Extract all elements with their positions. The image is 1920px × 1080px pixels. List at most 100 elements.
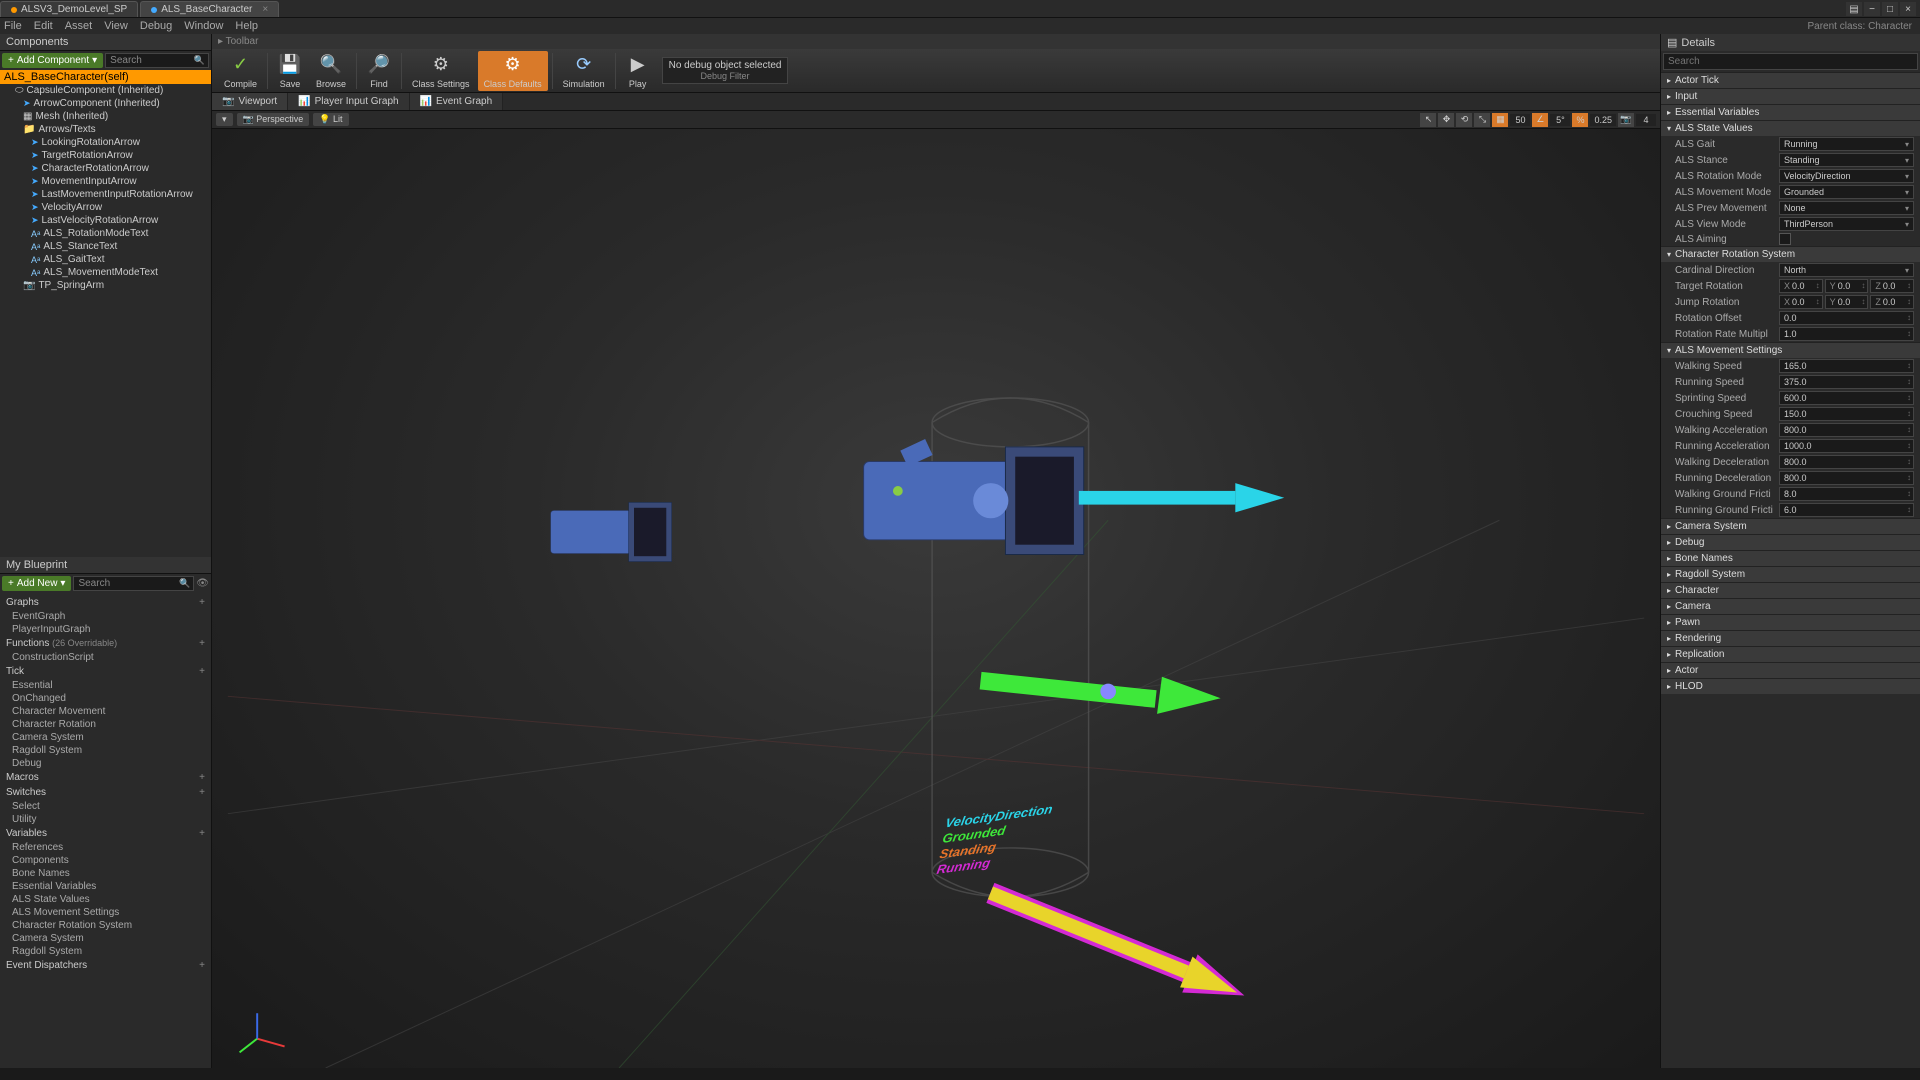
- num-rot-offset[interactable]: 0.0: [1779, 311, 1914, 325]
- component-item[interactable]: ➤ ArrowComponent (Inherited): [0, 97, 211, 110]
- bp-item[interactable]: Select: [0, 800, 211, 813]
- translate-mode[interactable]: ✥: [1438, 113, 1454, 127]
- bp-category[interactable]: Variables+: [0, 826, 211, 841]
- compile-button[interactable]: ✓Compile: [218, 51, 263, 91]
- bp-item[interactable]: Utility: [0, 813, 211, 826]
- bp-item[interactable]: Debug: [0, 757, 211, 770]
- cat-camera-system[interactable]: Camera System: [1661, 518, 1920, 534]
- component-item[interactable]: Aᵃ ALS_RotationModeText: [0, 227, 211, 240]
- viewport-menu[interactable]: ▾: [216, 113, 233, 126]
- menu-edit[interactable]: Edit: [34, 20, 53, 32]
- component-root[interactable]: ALS_BaseCharacter(self): [0, 70, 211, 84]
- bp-category[interactable]: Macros+: [0, 770, 211, 785]
- component-item[interactable]: ➤ TargetRotationArrow: [0, 149, 211, 162]
- check-aiming[interactable]: [1779, 233, 1791, 245]
- jump-rot-y[interactable]: Y0.0: [1825, 295, 1869, 309]
- close-button[interactable]: ×: [1900, 2, 1916, 16]
- combo-stance[interactable]: Standing: [1779, 153, 1914, 167]
- bp-item[interactable]: Ragdoll System: [0, 945, 211, 958]
- details-search[interactable]: [1663, 53, 1918, 70]
- bp-item[interactable]: Essential Variables: [0, 880, 211, 893]
- cat-actor[interactable]: Actor: [1661, 662, 1920, 678]
- rotate-mode[interactable]: ⟲: [1456, 113, 1472, 127]
- num-crouch-speed[interactable]: 150.0: [1779, 407, 1914, 421]
- components-search[interactable]: Search: [105, 53, 209, 68]
- simulation-button[interactable]: ⟳Simulation: [557, 51, 611, 91]
- num-walk-speed[interactable]: 165.0: [1779, 359, 1914, 373]
- bp-item[interactable]: ConstructionScript: [0, 651, 211, 664]
- jump-rot-x[interactable]: X0.0: [1779, 295, 1823, 309]
- camera-speed-icon[interactable]: 📷: [1618, 113, 1634, 127]
- target-rot-x[interactable]: X0.0: [1779, 279, 1823, 293]
- console-icon[interactable]: ▤: [1846, 2, 1862, 16]
- component-item[interactable]: Aᵃ ALS_StanceText: [0, 240, 211, 253]
- tab-viewport[interactable]: 📷 Viewport: [212, 93, 288, 110]
- cat-rendering[interactable]: Rendering: [1661, 630, 1920, 646]
- cat-replication[interactable]: Replication: [1661, 646, 1920, 662]
- num-rot-rate[interactable]: 1.0: [1779, 327, 1914, 341]
- combo-prevmove[interactable]: None: [1779, 201, 1914, 215]
- bp-category[interactable]: Functions (26 Overridable)+: [0, 636, 211, 651]
- cat-actor-tick[interactable]: Actor Tick: [1661, 72, 1920, 88]
- bp-category[interactable]: Event Dispatchers+: [0, 958, 211, 973]
- component-item[interactable]: ➤ LastVelocityRotationArrow: [0, 214, 211, 227]
- scale-snap-value[interactable]: 0.25: [1590, 114, 1616, 126]
- component-item[interactable]: 📷 TP_SpringArm: [0, 279, 211, 292]
- bp-category[interactable]: Switches+: [0, 785, 211, 800]
- bp-item[interactable]: Character Movement: [0, 705, 211, 718]
- bp-item[interactable]: Essential: [0, 679, 211, 692]
- bp-item[interactable]: Camera System: [0, 932, 211, 945]
- class-defaults-button[interactable]: ⚙Class Defaults: [478, 51, 548, 91]
- cat-essential-vars[interactable]: Essential Variables: [1661, 104, 1920, 120]
- component-item[interactable]: 📁 Arrows/Texts: [0, 123, 211, 136]
- menu-debug[interactable]: Debug: [140, 20, 172, 32]
- bp-category[interactable]: Tick+: [0, 664, 211, 679]
- play-button[interactable]: ▶Play: [620, 51, 656, 91]
- bp-item[interactable]: Character Rotation: [0, 718, 211, 731]
- menu-file[interactable]: File: [4, 20, 22, 32]
- tab-player-input[interactable]: 📊 Player Input Graph: [288, 93, 409, 110]
- cat-state-values[interactable]: ALS State Values: [1661, 120, 1920, 136]
- cat-character[interactable]: Character: [1661, 582, 1920, 598]
- cat-pawn[interactable]: Pawn: [1661, 614, 1920, 630]
- bp-item[interactable]: Bone Names: [0, 867, 211, 880]
- angle-snap-toggle[interactable]: ∠: [1532, 113, 1548, 127]
- camera-speed-value[interactable]: 4: [1636, 114, 1656, 126]
- combo-rotmode[interactable]: VelocityDirection: [1779, 169, 1914, 183]
- cat-bone-names[interactable]: Bone Names: [1661, 550, 1920, 566]
- tab-blueprint[interactable]: ALS_BaseCharacter×: [140, 1, 279, 17]
- jump-rot-z[interactable]: Z0.0: [1870, 295, 1914, 309]
- perspective-button[interactable]: 📷 Perspective: [237, 113, 310, 126]
- component-item[interactable]: ➤ MovementInputArrow: [0, 175, 211, 188]
- cat-hlod[interactable]: HLOD: [1661, 678, 1920, 694]
- tab-level[interactable]: ALSV3_DemoLevel_SP: [0, 1, 138, 17]
- bp-item[interactable]: EventGraph: [0, 610, 211, 623]
- viewport-3d[interactable]: Grounded VelocityDirection Standing Runn…: [212, 129, 1660, 1068]
- cat-input[interactable]: Input: [1661, 88, 1920, 104]
- num-run-decel[interactable]: 800.0: [1779, 471, 1914, 485]
- blueprint-search[interactable]: Search: [73, 576, 194, 591]
- num-walk-decel[interactable]: 800.0: [1779, 455, 1914, 469]
- bp-item[interactable]: Character Rotation System: [0, 919, 211, 932]
- bp-category[interactable]: Graphs+: [0, 595, 211, 610]
- bp-item[interactable]: ALS State Values: [0, 893, 211, 906]
- grid-snap-toggle[interactable]: ▦: [1492, 113, 1508, 127]
- combo-cardinal[interactable]: North: [1779, 263, 1914, 277]
- bp-item[interactable]: Ragdoll System: [0, 744, 211, 757]
- num-run-accel[interactable]: 1000.0: [1779, 439, 1914, 453]
- component-item[interactable]: ➤ LookingRotationArrow: [0, 136, 211, 149]
- add-new-button[interactable]: + Add New ▾: [2, 576, 71, 591]
- add-component-button[interactable]: + Add Component ▾: [2, 53, 103, 68]
- bp-item[interactable]: ALS Movement Settings: [0, 906, 211, 919]
- bp-item[interactable]: Components: [0, 854, 211, 867]
- bp-item[interactable]: References: [0, 841, 211, 854]
- cat-camera[interactable]: Camera: [1661, 598, 1920, 614]
- angle-snap-value[interactable]: 5°: [1550, 114, 1570, 126]
- menu-help[interactable]: Help: [235, 20, 258, 32]
- select-mode[interactable]: ↖: [1420, 113, 1436, 127]
- num-walk-accel[interactable]: 800.0: [1779, 423, 1914, 437]
- grid-snap-value[interactable]: 50: [1510, 114, 1530, 126]
- save-button[interactable]: 💾Save: [272, 51, 308, 91]
- num-sprint-speed[interactable]: 600.0: [1779, 391, 1914, 405]
- component-item[interactable]: ➤ LastMovementInputRotationArrow: [0, 188, 211, 201]
